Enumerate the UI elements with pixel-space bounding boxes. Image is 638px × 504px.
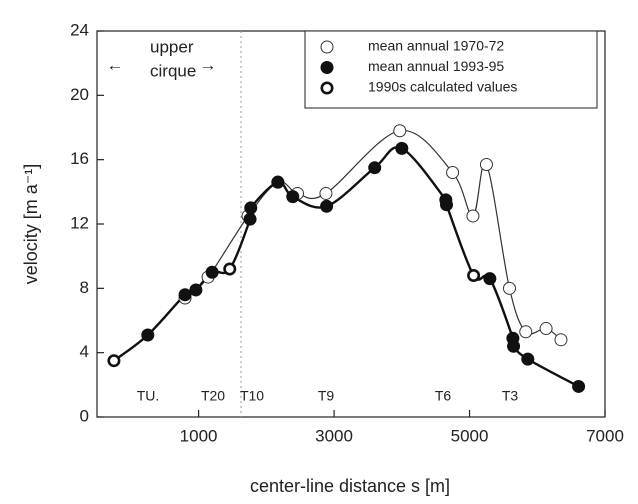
point (243, 212, 257, 226)
y-axis-label: velocity [m a⁻¹] (21, 164, 41, 285)
annotation: ← (107, 55, 124, 74)
annotation: T20 (201, 388, 225, 404)
point (466, 209, 480, 223)
annotation: cirque (150, 61, 196, 80)
point (319, 186, 333, 200)
legend-marker (320, 61, 334, 74)
point (244, 201, 258, 215)
point (271, 175, 285, 189)
point (502, 281, 516, 295)
y-tick-label: 0 (80, 406, 89, 425)
point (554, 333, 568, 347)
y-tick-label: 4 (80, 342, 89, 361)
point (483, 272, 497, 286)
legend-box (304, 30, 598, 109)
legend-marker (320, 81, 334, 95)
y-tick-label: 8 (80, 278, 89, 297)
point (368, 161, 382, 175)
legend-label: mean annual 1970-72 (368, 38, 504, 54)
x-tick-label: 7000 (586, 426, 624, 445)
y-tick-label: 16 (70, 149, 89, 168)
point (479, 157, 493, 171)
point (393, 124, 407, 138)
point (223, 262, 237, 276)
point (467, 268, 481, 282)
y-tick-label: 12 (70, 213, 89, 232)
point (440, 198, 454, 212)
point (286, 190, 300, 204)
point (205, 265, 219, 279)
x-axis-label: center-line distance s [m] (250, 476, 450, 496)
annotation: T3 (502, 388, 519, 404)
point (446, 166, 460, 180)
annotation: TU. (137, 388, 160, 404)
x-tick-label: 5000 (451, 426, 489, 445)
point (178, 288, 192, 302)
point (572, 379, 586, 393)
point (189, 283, 203, 297)
annotation: upper (150, 37, 194, 56)
annotation: → (200, 55, 217, 74)
point (320, 199, 334, 213)
point (141, 328, 155, 342)
annotation: T9 (318, 388, 335, 404)
y-tick-label: 20 (70, 85, 89, 104)
point (539, 322, 553, 336)
annotation: T6 (435, 388, 452, 404)
legend-label: 1990s calculated values (368, 79, 517, 95)
point (507, 339, 521, 353)
y-tick-label: 24 (70, 20, 89, 39)
point (521, 352, 535, 366)
point (519, 325, 533, 339)
x-tick-label: 1000 (180, 426, 218, 445)
legend-label: mean annual 1993-95 (368, 58, 504, 74)
point (107, 354, 121, 368)
x-tick-label: 3000 (315, 426, 353, 445)
legend-marker (320, 40, 334, 54)
point (395, 141, 409, 155)
annotation: T10 (240, 388, 264, 404)
